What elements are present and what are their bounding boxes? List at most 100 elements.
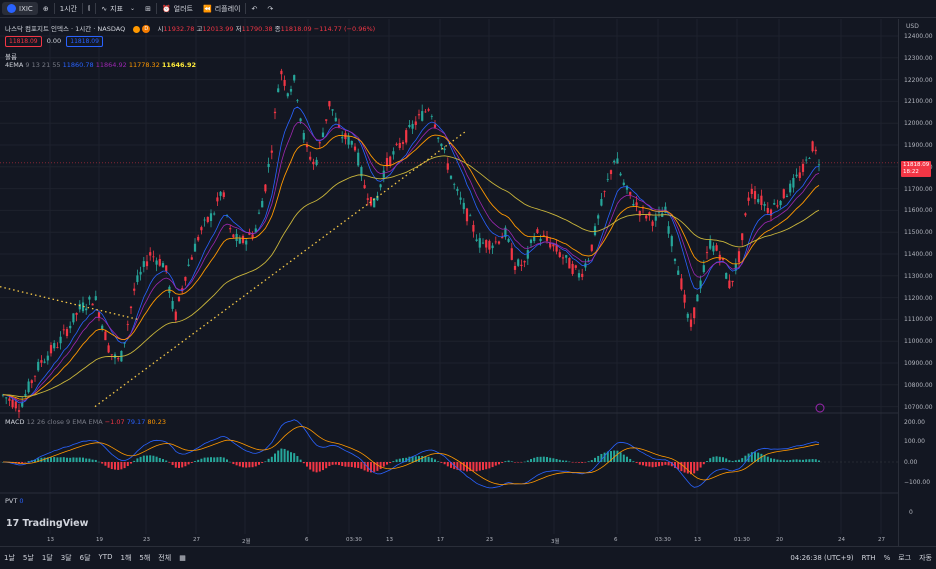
redo-button[interactable]: ↷ — [262, 0, 278, 18]
macd-histogram-bar — [722, 457, 724, 462]
macd-histogram-bar — [139, 456, 142, 462]
pvt-name: PVT — [5, 497, 18, 505]
macd-histogram-bar — [581, 462, 584, 463]
candle-body — [401, 142, 405, 144]
time-tick-label: 17 — [437, 537, 444, 543]
macd-histogram-bar — [235, 462, 238, 466]
compare-add-button[interactable]: ⊕ — [38, 0, 54, 18]
macd-histogram-bar — [34, 459, 36, 462]
symbol-label: IXIC — [19, 4, 33, 13]
indicators-label: 지표 — [110, 4, 124, 13]
macd-histogram-bar — [302, 462, 305, 464]
macd-histogram-bar — [770, 458, 772, 462]
time-tick-label: 6 — [305, 537, 309, 543]
ask-badge[interactable]: 11818.09 — [66, 36, 103, 47]
auto-button[interactable]: 자동 — [919, 554, 932, 562]
percent-button[interactable]: % — [883, 554, 891, 562]
macd-histogram-bar — [802, 459, 804, 462]
macd-histogram-bar — [478, 462, 481, 471]
undo-button[interactable]: ↶ — [246, 0, 262, 18]
macd-histogram-bar — [661, 462, 664, 466]
replay-button[interactable]: ⏪ 리플레이 — [198, 0, 245, 18]
undo-icon: ↶ — [251, 4, 258, 13]
macd-histogram-bar — [699, 462, 702, 468]
candle-body — [609, 170, 613, 175]
candle-body — [446, 163, 449, 170]
candle-body — [510, 248, 513, 260]
range-button[interactable]: 3달 — [60, 554, 72, 562]
goto-date-button[interactable]: ▦ — [175, 554, 190, 562]
macd-histogram-bar — [190, 462, 193, 463]
low-value: 11790.38 — [241, 25, 273, 33]
macd-histogram-bar — [792, 459, 795, 462]
macd-histogram-bar — [690, 462, 692, 475]
macd-histogram-bar — [107, 462, 110, 468]
price-tick-label: 12200.00 — [904, 76, 933, 84]
tradingview-logo[interactable]: 𝟭𝟳 TradingView — [6, 518, 88, 529]
candle-body — [389, 156, 392, 166]
candle-body — [680, 278, 683, 290]
close-value: 11818.09 — [280, 25, 312, 33]
symbol-search-button[interactable]: IXIC — [2, 2, 38, 15]
volume-label: 볼륨 — [5, 53, 17, 61]
candle-body — [654, 216, 657, 221]
toolbar-divider — [155, 3, 157, 14]
time-axis[interactable]: 13 19 23 27 2월 6 03:30 13 17 23 3월 6 03:30 13 01:30 20 2… — [0, 534, 898, 546]
candle-body — [657, 211, 661, 213]
macd-histogram-bar — [741, 458, 744, 462]
range-button[interactable]: 1해 — [120, 554, 132, 562]
macd-histogram-bar — [174, 462, 177, 468]
indicators-button[interactable]: ∿ 지표 ⌄ — [96, 0, 140, 18]
candle-body — [395, 143, 398, 145]
macd-histogram-bar — [530, 458, 532, 462]
macd-histogram-bar — [222, 457, 225, 462]
candle-body — [542, 235, 545, 236]
candle-body — [126, 324, 129, 325]
macd-histogram-bar — [350, 462, 353, 468]
macd-histogram-bar — [674, 462, 676, 468]
candle-body — [520, 264, 523, 267]
range-button[interactable]: 6달 — [79, 554, 91, 562]
bid-badge[interactable]: 11818.09 — [5, 36, 42, 47]
candle-body — [574, 265, 577, 268]
candle-body — [635, 202, 638, 206]
range-button[interactable]: YTD — [98, 553, 113, 561]
candle-body — [481, 242, 485, 244]
macd-histogram-bar — [110, 462, 113, 470]
log-button[interactable]: 로그 — [898, 554, 912, 562]
candle-body — [85, 308, 88, 311]
price-tick-label: 11500.00 — [904, 229, 933, 237]
range-button[interactable]: 5해 — [139, 554, 151, 562]
range-button[interactable]: 1날 — [4, 554, 15, 562]
candle-body — [277, 88, 280, 93]
session-button[interactable]: RTH — [861, 554, 876, 562]
candle-body — [149, 252, 152, 256]
macd-histogram-bar — [56, 457, 59, 462]
macd-histogram-bar — [814, 459, 817, 462]
candle-body — [494, 241, 497, 243]
top-toolbar: IXIC ⊕ 1시간 ⫾ ∿ 지표 ⌄ ⊞ ⏰ 얼러트 ⏪ 리플레이 ↶ ↷ — [0, 0, 936, 18]
range-button[interactable]: 5날 — [22, 554, 34, 562]
candle-body — [795, 174, 798, 177]
candle-body — [513, 265, 517, 270]
open-value: 11932.78 — [163, 25, 195, 33]
candle-body — [616, 158, 619, 164]
macd-histogram-bar — [706, 461, 708, 462]
interval-button[interactable]: 1시간 — [55, 0, 82, 18]
price-axis[interactable]: USD 12400.00 12300.00 12200.00 12100.00 1200… — [898, 19, 936, 546]
range-button[interactable]: 전체 — [158, 554, 172, 562]
macd-histogram-bar — [818, 460, 820, 462]
candle-body — [328, 101, 331, 107]
price-chart[interactable] — [0, 19, 898, 546]
candle-body — [705, 252, 709, 254]
chart-type-button[interactable]: ⫾ — [83, 0, 95, 18]
templates-button[interactable]: ⊞ — [140, 0, 156, 18]
candle-body — [273, 111, 277, 114]
alert-button[interactable]: ⏰ 얼러트 — [157, 0, 198, 18]
range-button[interactable]: 1달 — [41, 554, 53, 562]
macd-histogram-bar — [658, 462, 660, 467]
macd-histogram-bar — [155, 456, 158, 462]
candle-body — [33, 375, 37, 377]
price-tick-label: 11900.00 — [904, 142, 933, 149]
macd-tick-label: −100.00 — [904, 479, 931, 486]
